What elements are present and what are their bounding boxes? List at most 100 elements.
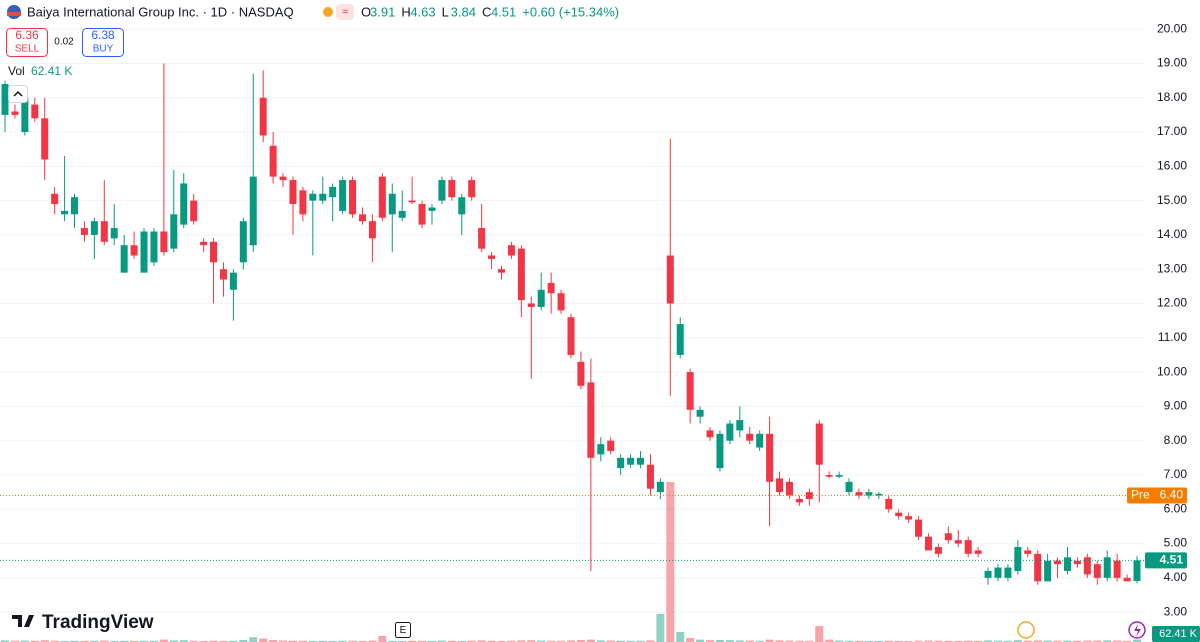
y-tick-label: 7.00 (1164, 467, 1188, 481)
candle-body (517, 248, 525, 301)
volume-bar (914, 640, 923, 642)
candle-body (627, 457, 635, 465)
candle-body (776, 478, 784, 493)
candle-body (497, 269, 505, 273)
volume-bar (298, 640, 307, 642)
flag-stripe (7, 12, 21, 16)
earnings-marker[interactable] (395, 622, 411, 638)
dividend-marker[interactable] (1017, 621, 1035, 639)
volume-bar (149, 640, 158, 642)
volume-bar (229, 640, 238, 642)
volume-tag-label: 62.41 K (1159, 628, 1198, 640)
volume-bar (1043, 640, 1052, 642)
volume-bar (1, 640, 9, 642)
symbol-title[interactable]: Baiya International Group Inc. · 1D · NA… (27, 4, 294, 19)
candle-body (1123, 577, 1131, 582)
collapse-icon (13, 90, 23, 97)
candle-body (448, 180, 456, 198)
volume-bar (924, 640, 933, 642)
volume-bar (338, 640, 347, 642)
volume-bar (765, 639, 774, 642)
candle-body (140, 231, 148, 273)
volume-bar (1063, 640, 1072, 642)
candle-body (229, 272, 237, 290)
ohlc-key: H (401, 4, 410, 19)
candle-body (80, 228, 88, 235)
buy-label: BUY (93, 44, 114, 55)
volume-bar (1113, 640, 1122, 642)
candle-body (1024, 550, 1032, 554)
candle-body (488, 255, 496, 259)
candle-body (676, 324, 684, 355)
collapse-button[interactable] (8, 85, 28, 103)
volume-bar (517, 640, 526, 642)
volume-bar (408, 640, 417, 642)
candle-body (349, 180, 357, 215)
candle-body (190, 200, 198, 222)
volume-bar (348, 640, 357, 642)
y-tick-label: 15.00 (1157, 193, 1187, 207)
candle-body (597, 444, 605, 455)
volume-bar (1123, 640, 1132, 642)
candle-body (646, 464, 654, 489)
ohlc-value: 3.84 (451, 4, 476, 19)
candle-body (249, 176, 257, 246)
candle-body (110, 228, 118, 239)
volume-bar (447, 640, 456, 642)
ohlc-value: 4.51 (491, 4, 516, 19)
volume-bar (944, 640, 953, 642)
volume-bar (537, 640, 546, 642)
candle-body (319, 193, 327, 201)
candle-body (418, 204, 426, 225)
pre-market-tag (1127, 487, 1187, 504)
status-icon (336, 4, 354, 20)
volume-title: Vol (8, 64, 25, 78)
volume-bar (785, 640, 794, 642)
candle-body (21, 97, 29, 133)
candle-body (686, 372, 694, 410)
volume-bar (527, 640, 536, 642)
candle-body (41, 118, 49, 160)
volume-bar (884, 640, 893, 642)
buy-button[interactable] (82, 28, 124, 57)
volume-bar (626, 640, 635, 642)
volume-bar (239, 640, 248, 642)
candle-body (577, 361, 585, 386)
candle-body (865, 492, 873, 496)
candle-body (974, 550, 982, 554)
pre-market-value: 6.40 (1160, 488, 1184, 502)
volume-bar (576, 640, 585, 642)
ohlc: O3.91 H 4.63 L 3.84 C 4.51 +0.60 (+15.34%) (361, 4, 619, 19)
volume-bar (40, 640, 49, 642)
volume-bar (755, 640, 764, 642)
y-tick-label: 18.00 (1157, 90, 1187, 104)
volume-bar (1073, 640, 1082, 642)
volume-bar (696, 639, 705, 642)
candle-body (1004, 567, 1012, 578)
candle-body (309, 193, 317, 201)
volume-bar (269, 640, 278, 642)
candle-body (1133, 560, 1141, 581)
volume-bar (725, 640, 734, 642)
candle-body (299, 190, 307, 215)
candle-body (289, 180, 297, 205)
volume-bar (189, 640, 198, 642)
candle-body (756, 433, 764, 448)
volume-bar (934, 640, 943, 642)
volume-bar (636, 640, 645, 642)
candle-body (11, 111, 19, 115)
candle-body (885, 498, 893, 510)
sell-button[interactable] (6, 28, 48, 57)
candle-body (90, 221, 98, 235)
volume-bar (984, 640, 993, 642)
candle-body (200, 241, 208, 246)
volume-bar (159, 639, 168, 642)
volume-bar (70, 640, 79, 642)
plot (0, 28, 1145, 642)
y-tick-label: 14.00 (1157, 227, 1187, 241)
brand[interactable]: TradingView (42, 612, 154, 633)
ohlc-key: O (361, 4, 371, 19)
candle-body (478, 228, 486, 249)
volume-bar (378, 636, 387, 642)
